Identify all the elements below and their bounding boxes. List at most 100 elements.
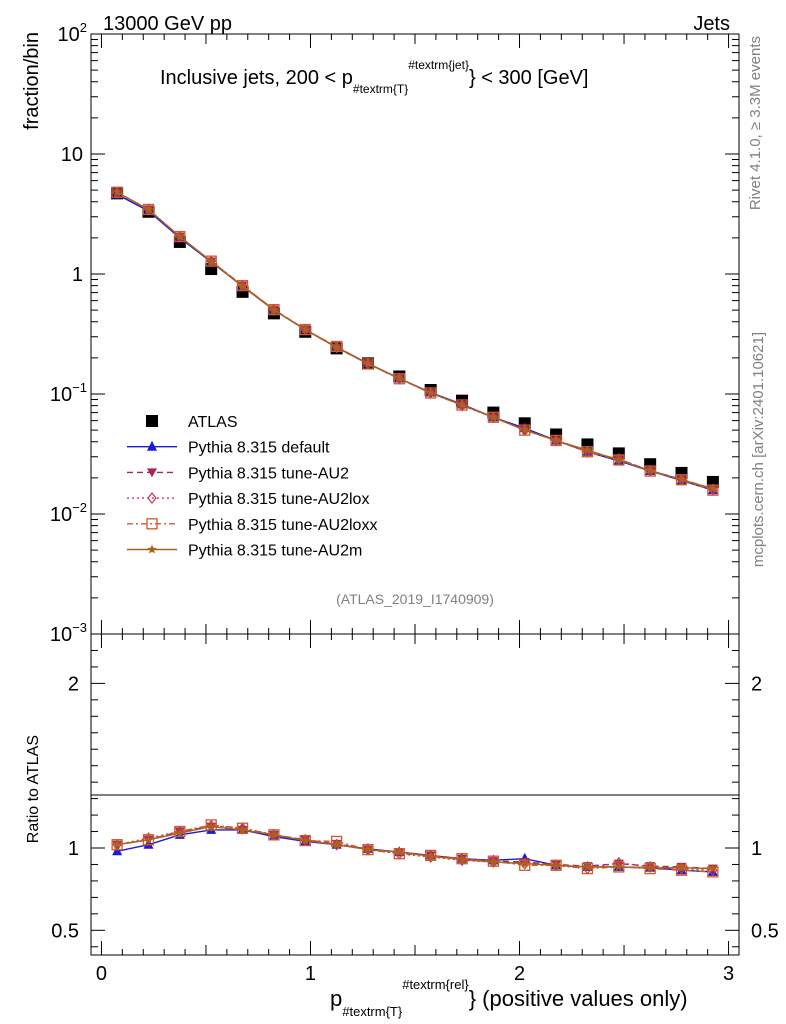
main-data-point	[206, 256, 216, 266]
ratio-data-point	[237, 824, 248, 834]
legend-label: Pythia 8.315 tune-AU2loxx	[188, 517, 377, 534]
main-data-point	[457, 399, 467, 410]
main-data-point	[175, 231, 185, 241]
legend-marker	[147, 440, 157, 451]
x-tick-label: 2	[514, 963, 525, 985]
main-y-tick-label: 10	[61, 144, 83, 166]
ratio-data-point	[457, 854, 467, 864]
main-title-sup: #textrm{jet}	[408, 58, 469, 72]
x-axis-label: p#textrm{T} #textrm{rel}} (positive value…	[330, 977, 688, 1019]
main-data-point	[456, 399, 468, 411]
legend-label: ATLAS	[188, 414, 238, 431]
ratio-data-point	[300, 833, 311, 846]
ratio-data-point	[142, 834, 155, 846]
ratio-data-point	[519, 858, 530, 868]
ratio-data-point	[551, 860, 561, 870]
main-y-tick-label: 102	[58, 20, 87, 46]
legend-entry: Pythia 8.315 tune-AU2	[127, 465, 349, 482]
ratio-series-layer	[111, 819, 719, 878]
ratio-x-axis: 0 1 2 3	[96, 634, 734, 985]
x-label-sub: #textrm{T}	[342, 1004, 403, 1019]
main-data-point	[112, 187, 122, 197]
main-data-point	[330, 340, 343, 353]
ratio-series-line	[116, 825, 713, 870]
ratio-data-point	[268, 829, 280, 841]
main-data-point	[645, 465, 655, 475]
ratio-y-label: Ratio to ATLAS	[25, 735, 42, 843]
ratio-data-point	[143, 832, 154, 845]
ratio-y-tick-label-right: 0.5	[751, 920, 779, 942]
ratio-data-point	[394, 847, 405, 857]
main-data-point	[394, 373, 405, 383]
legend-entry: Pythia 8.315 tune-AU2m	[127, 543, 362, 560]
main-data-point	[519, 425, 530, 435]
ratio-data-point	[175, 828, 185, 838]
ratio-data-point	[206, 819, 216, 832]
main-data-point	[269, 305, 279, 315]
main-data-point	[613, 454, 625, 466]
legend-marker	[146, 415, 158, 427]
main-data-point	[487, 411, 500, 423]
main-data-point	[550, 434, 562, 447]
ratio-data-point	[645, 862, 655, 872]
x-label-pre: p	[330, 986, 342, 1011]
legend-marker	[146, 518, 158, 530]
main-series-4	[111, 186, 719, 496]
main-data-point	[268, 303, 280, 316]
main-series-5	[112, 187, 718, 493]
ratio-data-point	[614, 861, 624, 871]
ratio-series-0	[112, 823, 718, 876]
main-data-point	[582, 445, 593, 455]
main-title-pre: Inclusive jets, 200 < p	[160, 67, 353, 89]
ratio-data-point	[645, 860, 655, 873]
header-left: 13000 GeV pp	[103, 13, 232, 35]
main-data-point	[142, 203, 155, 216]
legend-label: Pythia 8.315 tune-AU2	[188, 465, 349, 482]
legend-entry: ATLAS	[146, 414, 238, 431]
main-series-layer	[111, 186, 719, 496]
legend-label: Pythia 8.315 tune-AU2lox	[188, 491, 369, 508]
main-data-point	[111, 186, 123, 198]
ratio-data-point	[269, 829, 279, 839]
ratio-data-point	[300, 835, 311, 845]
ratio-data-point	[205, 819, 217, 831]
main-data-point	[299, 323, 311, 336]
main-y-axis: 102 10 1 10−1 10−2 10−3	[50, 20, 739, 646]
main-y-label: fraction/bin	[21, 32, 43, 130]
main-title-post: } < 300 [GeV]	[469, 67, 589, 89]
mcplots-label: mcplots.cern.ch [arXiv:2401.10621]	[750, 332, 767, 567]
ratio-data-point	[206, 821, 216, 831]
main-data-point	[708, 483, 718, 493]
legend-entry: Pythia 8.315 tune-AU2lox	[127, 491, 369, 508]
main-data-point	[236, 279, 249, 292]
rivet-label: Rivet 4.1.0, ≥ 3.3M events	[747, 36, 764, 210]
main-data-point	[551, 435, 561, 445]
ratio-y-tick-label: 1	[68, 838, 79, 860]
x-tick-label: 3	[723, 963, 734, 985]
x-label-post: } (positive values only)	[469, 986, 688, 1011]
ratio-data-point	[488, 856, 499, 867]
legend-marker	[147, 468, 157, 478]
main-data-point	[300, 324, 311, 334]
main-data-point	[205, 255, 217, 267]
main-y-tick-label: 1	[72, 264, 83, 286]
main-data-point	[143, 204, 154, 214]
x-tick-label: 0	[96, 963, 107, 985]
analysis-watermark: (ATLAS_2019_I1740909)	[336, 591, 494, 607]
main-series-line	[116, 191, 714, 490]
ratio-y-axis: 2 2 1 1 0.5 0.5	[51, 649, 779, 948]
main-y-tick-label: 10−2	[50, 500, 87, 526]
main-y-tick-label: 10−1	[50, 380, 87, 406]
ratio-data-point	[236, 822, 249, 834]
legend: ATLAS Pythia 8.315 default Pythia 8.315 tu…	[127, 414, 377, 560]
main-data-point	[331, 342, 342, 352]
legend-label: Pythia 8.315 default	[188, 440, 330, 457]
ratio-data-point	[331, 839, 342, 849]
main-x-axis-ticks	[100, 34, 730, 634]
ratio-data-point	[708, 863, 718, 873]
main-data-point	[488, 412, 499, 422]
main-data-point	[425, 387, 437, 399]
ratio-data-point	[112, 839, 122, 849]
legend-label: Pythia 8.315 tune-AU2m	[188, 543, 362, 560]
